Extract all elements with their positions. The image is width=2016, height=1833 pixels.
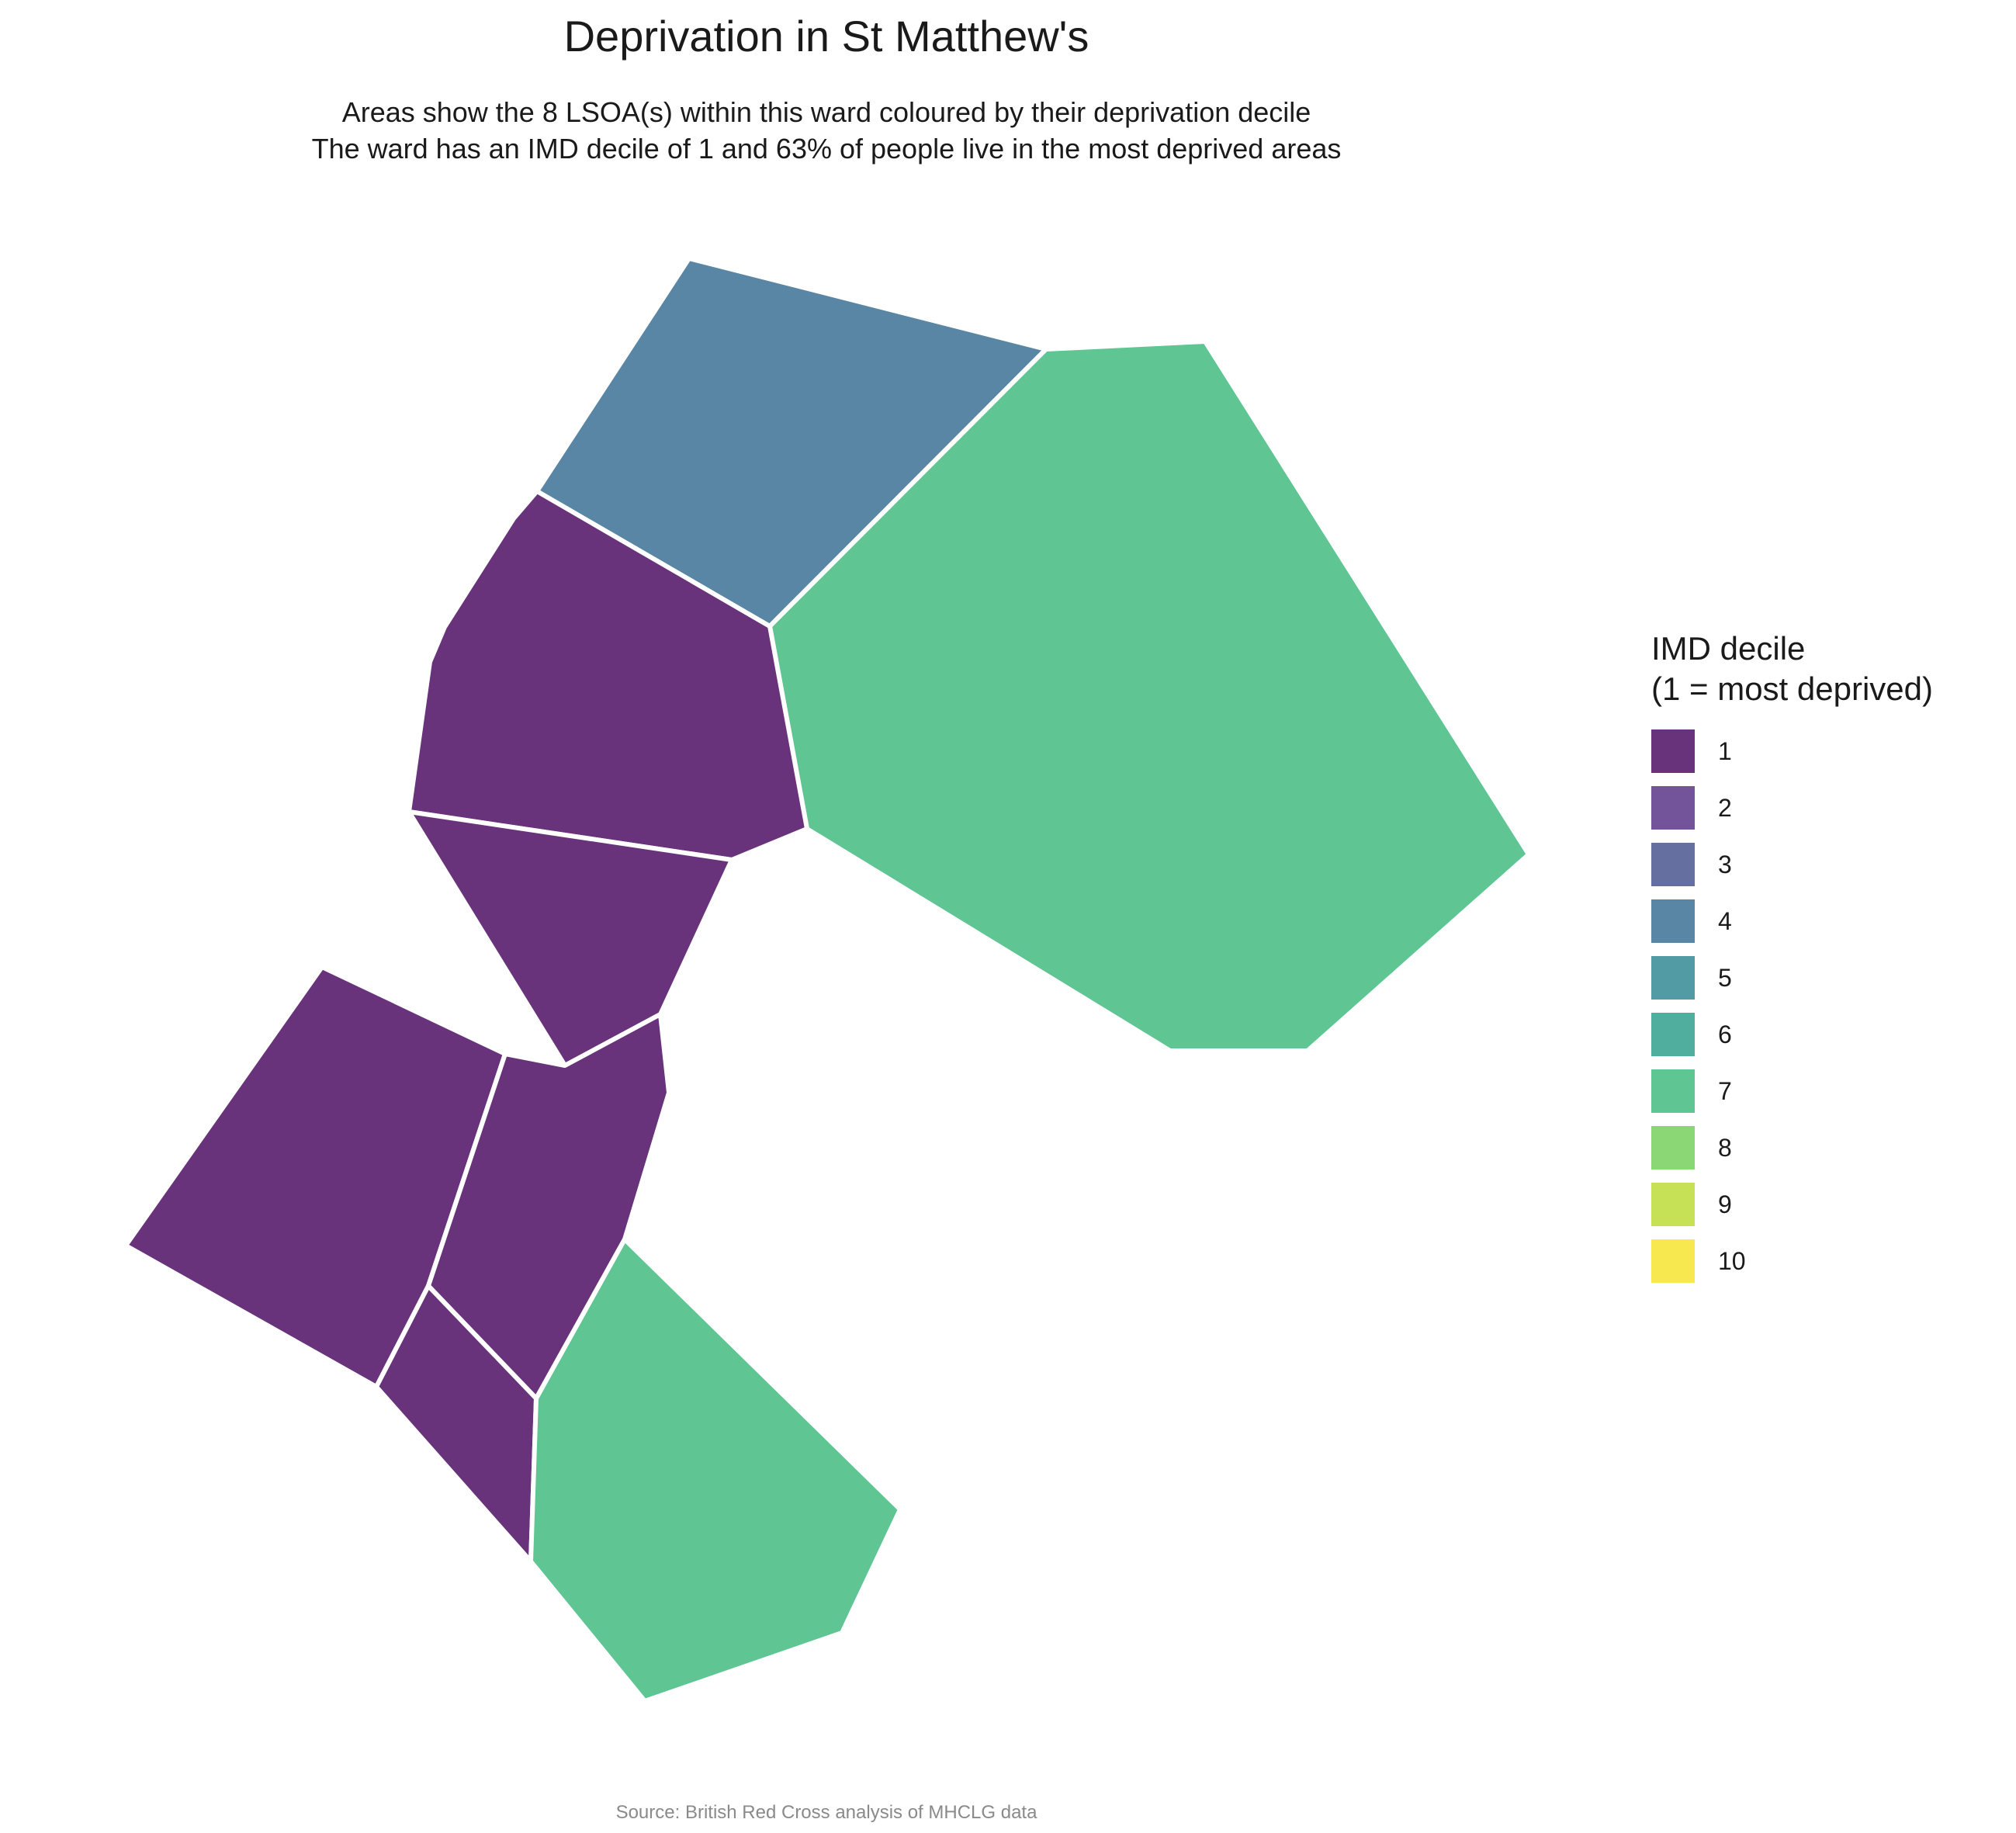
legend-title: IMD decile (1 = most deprived) — [1651, 629, 1933, 709]
legend-title-line-2: (1 = most deprived) — [1651, 670, 1933, 707]
legend-swatch — [1651, 1239, 1695, 1283]
legend: IMD decile (1 = most deprived) 1 2 3 4 5 6 7 8 9… — [1651, 629, 1933, 1296]
legend-item: 1 — [1651, 729, 1933, 786]
legend-label: 6 — [1718, 1020, 1732, 1048]
legend-swatch — [1651, 729, 1695, 773]
legend-label: 9 — [1718, 1190, 1732, 1218]
legend-label: 2 — [1718, 794, 1732, 822]
legend-item: 8 — [1651, 1126, 1933, 1183]
legend-label: 10 — [1718, 1247, 1746, 1275]
legend-item: 2 — [1651, 786, 1933, 843]
map-subtitle-line-1: Areas show the 8 LSOA(s) within this war… — [341, 96, 1311, 128]
legend-swatch — [1651, 843, 1695, 886]
legend-title-line-1: IMD decile — [1651, 630, 1806, 667]
ward-map — [126, 258, 1529, 1703]
legend-item: 6 — [1651, 1013, 1933, 1069]
legend-swatch — [1651, 1126, 1695, 1169]
legend-label: 5 — [1718, 964, 1732, 992]
legend-item: 4 — [1651, 899, 1933, 956]
legend-swatch — [1651, 899, 1695, 943]
legend-swatch — [1651, 786, 1695, 830]
legend-swatch — [1651, 1069, 1695, 1113]
lsoa-area-decile-7 — [528, 1237, 902, 1703]
legend-item: 10 — [1651, 1239, 1933, 1296]
legend-item: 9 — [1651, 1183, 1933, 1239]
legend-swatch — [1651, 1183, 1695, 1226]
legend-label: 3 — [1718, 851, 1732, 878]
legend-label: 4 — [1718, 907, 1732, 935]
legend-item: 3 — [1651, 843, 1933, 899]
legend-label: 8 — [1718, 1134, 1732, 1162]
legend-label: 1 — [1718, 737, 1732, 765]
legend-swatch — [1651, 956, 1695, 1000]
map-subtitle-line-2: The ward has an IMD decile of 1 and 63% … — [311, 133, 1342, 165]
legend-item: 5 — [1651, 956, 1933, 1013]
legend-items: 1 2 3 4 5 6 7 8 9 10 — [1651, 729, 1933, 1296]
map-title: Deprivation in St Matthew's — [563, 12, 1089, 61]
source-caption: Source: British Red Cross analysis of MH… — [615, 1802, 1037, 1823]
legend-swatch — [1651, 1013, 1695, 1056]
legend-item: 7 — [1651, 1069, 1933, 1126]
legend-label: 7 — [1718, 1077, 1732, 1105]
